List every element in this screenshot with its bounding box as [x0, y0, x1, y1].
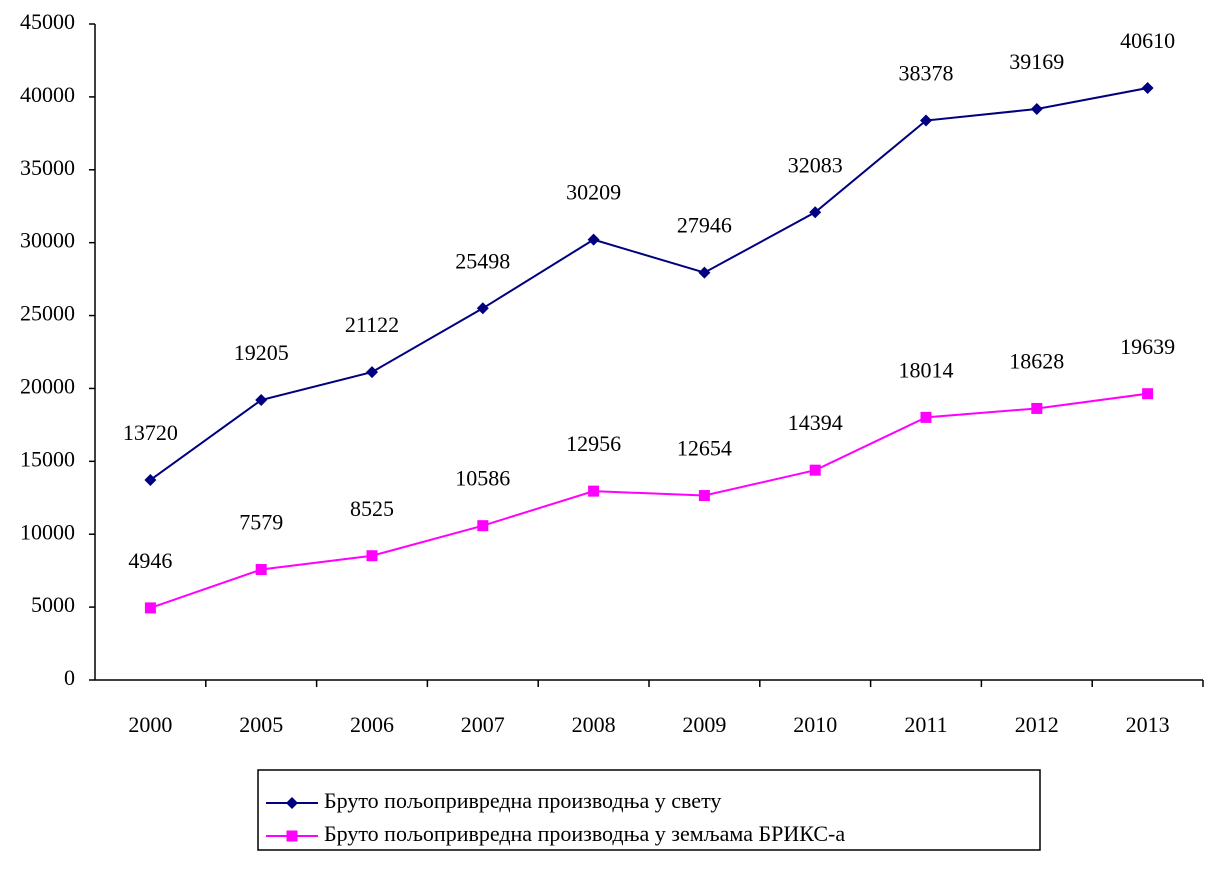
line [149, 87, 1148, 481]
data-label: 8525 [350, 496, 394, 521]
x-tick-label: 2009 [682, 712, 726, 737]
marker [286, 830, 298, 842]
y-tick-label: 0 [64, 665, 75, 690]
data-label: 32083 [788, 152, 843, 177]
marker [255, 564, 267, 576]
marker [809, 206, 822, 219]
marker [809, 464, 821, 476]
y-tick-label: 35000 [20, 155, 75, 180]
data-label: 7579 [239, 510, 283, 535]
data-label: 19639 [1120, 334, 1175, 359]
data-label: 25498 [455, 248, 510, 273]
marker [1031, 402, 1043, 414]
data-label: 27946 [677, 213, 732, 238]
x-tick-label: 2007 [461, 712, 505, 737]
y-tick-label: 25000 [20, 301, 75, 326]
marker [698, 266, 711, 279]
x-tick-label: 2013 [1126, 712, 1170, 737]
data-label: 38378 [899, 61, 954, 86]
marker [588, 485, 600, 497]
x-tick-label: 2011 [904, 712, 947, 737]
y-tick-label: 5000 [31, 592, 75, 617]
legend-box [257, 769, 1041, 851]
legend-label: Бруто пољопривредна производња у свету [324, 788, 721, 813]
y-tick-label: 40000 [20, 82, 75, 107]
x-tick-label: 2006 [350, 712, 394, 737]
data-label: 18628 [1009, 348, 1064, 373]
marker [1142, 388, 1154, 400]
x-tick-label: 2008 [572, 712, 616, 737]
marker [366, 550, 378, 562]
data-label: 13720 [123, 420, 178, 445]
data-label: 30209 [566, 180, 621, 205]
x-tick-label: 2012 [1015, 712, 1059, 737]
y-tick-label: 30000 [20, 228, 75, 253]
marker [286, 797, 298, 809]
marker [366, 366, 378, 379]
data-label: 19205 [234, 340, 289, 365]
x-tick-label: 2000 [128, 712, 172, 737]
x-tick-label: 2010 [793, 712, 837, 737]
y-tick-label: 10000 [20, 519, 75, 544]
data-label: 12956 [566, 431, 621, 456]
legend-label: Бруто пољопривредна производња у земљама… [324, 821, 845, 846]
data-label: 12654 [677, 436, 732, 461]
marker [144, 473, 157, 486]
data-label: 40610 [1120, 28, 1175, 53]
line [150, 392, 1148, 609]
data-label: 10586 [455, 466, 510, 491]
y-tick-label: 15000 [20, 446, 75, 471]
y-tick-label: 20000 [20, 373, 75, 398]
marker [587, 233, 600, 246]
marker [255, 394, 268, 407]
x-tick-label: 2005 [239, 712, 283, 737]
data-label: 4946 [128, 548, 172, 573]
marker [476, 302, 489, 315]
y-tick-label: 45000 [20, 9, 75, 34]
marker [1141, 81, 1154, 94]
marker [144, 602, 156, 614]
marker [1030, 103, 1043, 116]
marker [920, 114, 932, 127]
data-label: 21122 [345, 312, 399, 337]
marker [920, 411, 932, 423]
data-label: 39169 [1009, 49, 1064, 74]
marker [698, 490, 710, 502]
data-label: 14394 [788, 410, 843, 435]
marker [477, 520, 489, 532]
data-label: 18014 [899, 357, 954, 382]
